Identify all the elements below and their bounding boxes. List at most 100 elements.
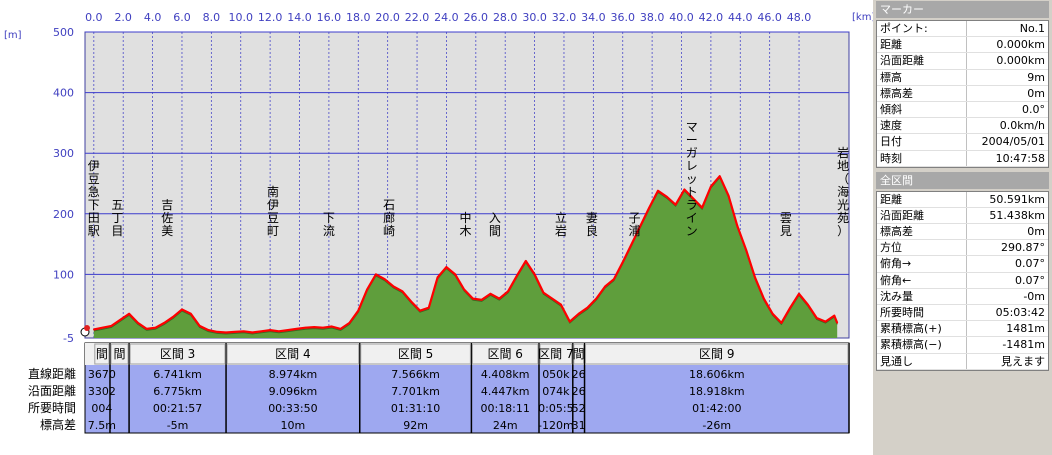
x-tick-label: 44.0: [728, 11, 753, 24]
segment-header-cell[interactable]: [110, 343, 129, 365]
segment-cell: 050k: [542, 368, 570, 381]
segment-header-cell[interactable]: [226, 343, 360, 365]
x-tick-label: 14.0: [287, 11, 312, 24]
elevation-point: [710, 185, 712, 188]
segment-header-cell[interactable]: [539, 343, 573, 365]
segment-header-cell[interactable]: [129, 343, 226, 365]
elevation-point: [110, 325, 113, 327]
elevation-point: [128, 313, 130, 315]
segment-cell: 7.5m: [88, 419, 116, 432]
total-panel-header: 全区間: [876, 171, 1049, 189]
place-label: 子浦: [628, 211, 640, 238]
info-row: 傾斜 0.0°: [877, 101, 1048, 119]
x-tick-label: 16.0: [317, 11, 342, 24]
segment-header-cell[interactable]: [360, 343, 471, 365]
marker-info-table: ポイント: No.1 距離 0.000km 沿面距離 0.000km 標高 9m 標高差 0m 傾斜…: [876, 20, 1049, 168]
place-label: 南伊豆町: [267, 184, 279, 238]
elevation-point: [251, 331, 254, 334]
info-label: 標高: [877, 69, 967, 85]
segment-cell: 6.775km: [153, 385, 202, 398]
segment-cell: 6.741km: [153, 368, 202, 381]
segment-header-cell[interactable]: [94, 343, 110, 365]
info-value: 0.0km/h: [999, 119, 1045, 133]
segment-header-cell[interactable]: [585, 343, 849, 365]
segment-row-label: 沿面距離: [28, 384, 76, 398]
place-label: 岩地（海光苑）: [837, 145, 849, 238]
info-panel: マーカー ポイント: No.1 距離 0.000km 沿面距離 0.000km 標高 9m 標高…: [873, 0, 1052, 455]
info-row: 見通し 見えます: [877, 353, 1048, 370]
segment-cell: 10m: [281, 419, 306, 432]
segment-row-label: 所要時間: [28, 401, 76, 415]
x-tick-label: 4.0: [144, 11, 162, 24]
elevation-point: [718, 175, 721, 177]
elevation-point: [198, 325, 201, 327]
x-tick-label: 42.0: [699, 11, 724, 24]
info-row: 沈み量 -0m: [877, 288, 1048, 305]
segment-name: 区間 6: [487, 347, 522, 361]
info-label: ポイント:: [877, 21, 967, 37]
segment-cell: 24m: [493, 419, 518, 432]
place-label: 中木: [460, 210, 472, 238]
x-tick-label: 26.0: [464, 11, 489, 24]
start-marker-icon[interactable]: [80, 325, 90, 337]
segment-cell: 7.566km: [391, 368, 440, 381]
elevation-point: [824, 320, 827, 323]
segment-cell: 00:18:11: [480, 402, 529, 415]
elevation-point: [181, 308, 183, 311]
info-row: 標高差 0m: [877, 85, 1048, 102]
x-tick-label: 46.0: [757, 11, 782, 24]
info-row: 標高 9m: [877, 69, 1048, 86]
info-label: 標高差: [877, 224, 967, 240]
x-unit-label: [km]: [852, 12, 873, 23]
elevation-point: [507, 290, 509, 293]
segment-header-cell[interactable]: [471, 343, 539, 365]
info-label: 距離: [877, 191, 967, 207]
elevation-point: [260, 330, 263, 333]
elevation-point: [621, 261, 624, 264]
info-label: 俯角←: [877, 272, 967, 288]
elevation-point: [727, 194, 730, 197]
elevation-point: [436, 276, 439, 279]
segment-header-cell[interactable]: [573, 343, 585, 365]
segment-name: 間: [96, 347, 108, 361]
x-tick-label: 36.0: [610, 11, 635, 24]
info-label: 累積標高(−): [877, 337, 967, 353]
segment-cell: 4.408km: [481, 368, 530, 381]
info-row: 日付 2004/05/01: [877, 134, 1048, 151]
elevation-point: [392, 285, 395, 288]
elevation-point: [525, 260, 527, 262]
place-label: 立岩: [555, 210, 567, 238]
info-value: 0m: [1027, 86, 1045, 100]
elevation-point: [287, 329, 289, 331]
info-row: 方位 290.87°: [877, 240, 1048, 257]
elevation-point: [410, 300, 413, 303]
segment-cell: 01:31:10: [391, 402, 440, 415]
place-label: マーガレットライン: [686, 120, 698, 238]
elevation-line: [93, 175, 839, 334]
elevation-point: [242, 330, 245, 333]
info-value: 51.438km: [989, 208, 1045, 222]
elevation-point: [533, 273, 536, 276]
elevation-point: [542, 291, 545, 294]
elevation-profile-chart: 0.0 2.0 4.0 6.0 8.0 10.0 12.0 14.0 16.0 18.0 20.0 2…: [4, 11, 873, 434]
segment-cell: 31: [572, 419, 586, 432]
info-row: 沿面距離 0.000km: [877, 53, 1048, 70]
elevation-point: [322, 326, 324, 329]
info-label: 見通し: [877, 353, 967, 369]
elevation-point: [630, 243, 633, 245]
info-value: 0.000km: [996, 54, 1045, 68]
elevation-point: [683, 188, 686, 191]
elevation-point: [833, 314, 836, 317]
info-label: 距離: [877, 37, 967, 53]
x-tick-label: 30.0: [522, 11, 547, 24]
segment-row-label: 標高差: [40, 417, 76, 432]
x-tick-label: 22.0: [405, 11, 430, 24]
info-label: 標高差: [877, 85, 967, 101]
place-label: 伊豆急下田駅: [88, 159, 100, 238]
y-tick-label: 100: [53, 268, 74, 281]
x-tick-label: 40.0: [669, 11, 694, 24]
place-label: 雲見: [780, 211, 792, 238]
elevation-point: [154, 326, 157, 329]
segment-name: 区間 4: [275, 347, 310, 361]
x-tick-label: 0.0: [85, 11, 103, 24]
